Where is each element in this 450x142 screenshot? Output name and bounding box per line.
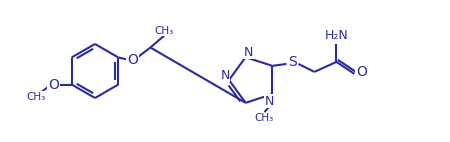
Text: CH₃: CH₃	[155, 26, 174, 36]
Text: H₂N: H₂N	[324, 29, 348, 42]
Text: CH₃: CH₃	[26, 91, 45, 102]
Text: N: N	[220, 68, 230, 82]
Text: CH₃: CH₃	[255, 113, 274, 123]
Text: O: O	[48, 78, 59, 91]
Text: N: N	[265, 95, 274, 108]
Text: O: O	[356, 65, 367, 79]
Text: O: O	[127, 53, 138, 66]
Text: N: N	[244, 46, 253, 59]
Text: S: S	[288, 55, 297, 69]
